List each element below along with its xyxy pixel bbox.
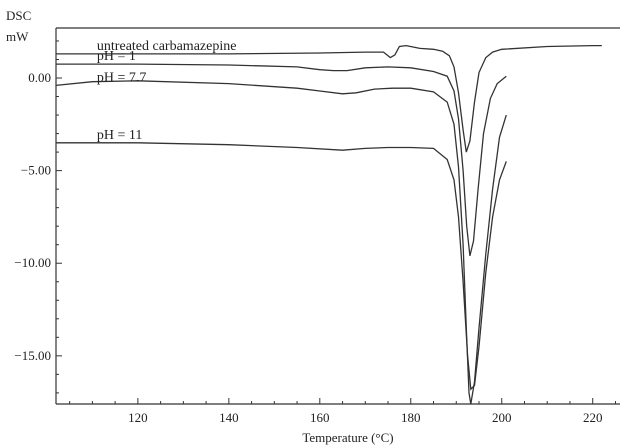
plot-area [55, 27, 620, 405]
x-ticks: 120 140 160 180 200 220 [69, 398, 616, 425]
y-ticks: 0.00 −5.00 −10.00 −15.00 [14, 40, 62, 394]
y-axis-title: DSC [6, 8, 31, 23]
series-label: pH = 7.7 [97, 70, 147, 85]
x-tick-label: 140 [219, 410, 239, 425]
series-line [56, 44, 602, 153]
y-tick-label: −15.00 [14, 348, 51, 363]
series-label: pH = 11 [97, 128, 143, 143]
series-label: pH = 1 [97, 49, 136, 64]
series-label: untreated carbamazepine [97, 39, 237, 54]
series-line [56, 63, 507, 256]
y-tick-label: 0.00 [28, 70, 51, 85]
y-tick-label: −10.00 [14, 255, 51, 270]
x-tick-label: 220 [583, 410, 603, 425]
x-tick-label: 180 [401, 410, 421, 425]
x-axis-title: Temperature (°C) [302, 430, 393, 445]
x-tick-label: 120 [128, 410, 148, 425]
curves [55, 44, 602, 405]
y-axis-unit: mW [6, 29, 29, 44]
series-line [55, 80, 507, 405]
x-tick-label: 160 [310, 410, 330, 425]
y-tick-label: −5.00 [21, 163, 51, 178]
x-tick-label: 200 [492, 410, 512, 425]
series-line [56, 142, 507, 391]
